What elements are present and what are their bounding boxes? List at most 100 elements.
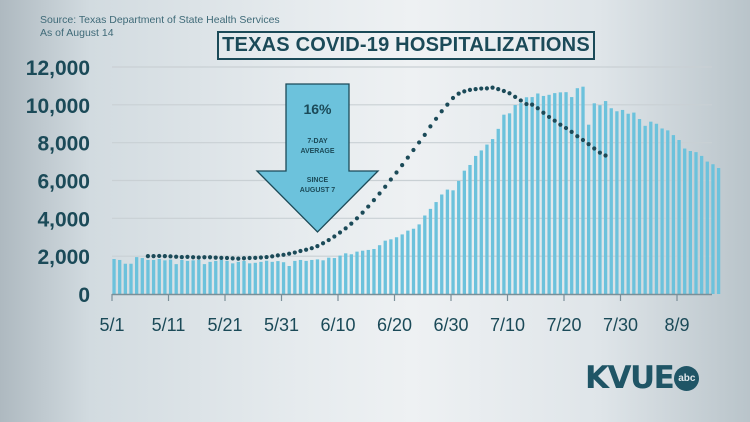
average-dot bbox=[433, 116, 439, 121]
bar bbox=[536, 93, 540, 294]
average-dot bbox=[400, 163, 405, 168]
bar bbox=[417, 224, 421, 294]
y-tick-label: 6,000 bbox=[37, 171, 90, 194]
average-dot bbox=[603, 153, 608, 158]
bar bbox=[479, 150, 483, 294]
average-dot bbox=[530, 102, 535, 107]
y-tick-label: 12,000 bbox=[26, 57, 90, 80]
average-dot bbox=[377, 191, 382, 196]
callout-arrow: 16% 7-DAY AVERAGE SINCE AUGUST 7 bbox=[255, 83, 380, 233]
bar bbox=[248, 263, 252, 294]
bar bbox=[632, 112, 636, 294]
bar bbox=[530, 97, 534, 294]
y-tick-label: 2,000 bbox=[37, 246, 90, 269]
average-dot bbox=[320, 241, 326, 246]
bar bbox=[587, 124, 591, 294]
bar bbox=[411, 228, 416, 294]
bar bbox=[637, 119, 642, 294]
average-dot bbox=[360, 210, 365, 215]
bar bbox=[575, 88, 579, 294]
average-dot bbox=[541, 110, 546, 115]
average-dot bbox=[326, 237, 331, 243]
bar bbox=[219, 259, 224, 294]
bar bbox=[236, 261, 240, 294]
average-dot bbox=[501, 88, 506, 94]
x-tick-label: 7/20 bbox=[546, 315, 581, 335]
bar bbox=[151, 259, 156, 294]
average-dot bbox=[580, 137, 586, 143]
bar bbox=[592, 103, 596, 294]
bar bbox=[394, 237, 399, 294]
bar bbox=[129, 263, 133, 294]
average-dot bbox=[428, 124, 433, 129]
bar bbox=[168, 259, 173, 294]
bar bbox=[332, 258, 337, 294]
callout-line2: AVERAGE bbox=[300, 148, 334, 155]
bar bbox=[671, 135, 676, 294]
callout-line3: SINCE bbox=[307, 177, 329, 184]
bar bbox=[428, 208, 433, 294]
average-dot bbox=[490, 85, 495, 90]
average-dot bbox=[552, 118, 557, 123]
average-dot bbox=[236, 256, 241, 261]
bar bbox=[626, 113, 630, 294]
source-line: Source: Texas Department of State Health… bbox=[40, 14, 280, 26]
bar bbox=[564, 92, 568, 294]
bars bbox=[112, 86, 721, 295]
average-dot bbox=[185, 254, 190, 259]
average-dot bbox=[224, 255, 230, 261]
bar bbox=[315, 259, 320, 294]
bar bbox=[524, 97, 529, 295]
average-dot bbox=[592, 146, 597, 151]
average-dot bbox=[371, 198, 376, 203]
bar bbox=[507, 113, 512, 295]
average-dot bbox=[546, 114, 552, 120]
bar bbox=[253, 262, 257, 294]
kvue-logo: KVUE abc bbox=[585, 360, 700, 396]
bar bbox=[519, 103, 523, 295]
y-tick-label: 0 bbox=[78, 284, 90, 307]
bar bbox=[490, 139, 495, 294]
average-dot bbox=[417, 140, 422, 145]
bar bbox=[434, 202, 438, 294]
bar bbox=[361, 250, 365, 294]
average-dot bbox=[575, 134, 580, 139]
x-tick-label: 6/20 bbox=[377, 315, 412, 335]
bar bbox=[474, 155, 478, 294]
x-tick-label: 5/11 bbox=[152, 315, 186, 335]
bar bbox=[502, 114, 506, 294]
bar bbox=[197, 259, 201, 294]
average-dot bbox=[456, 91, 461, 96]
chart-title: TEXAS COVID-19 HOSPITALIZATIONS bbox=[217, 31, 595, 60]
bar bbox=[694, 152, 698, 294]
bar bbox=[468, 164, 472, 294]
x-tick-label: 8/9 bbox=[664, 315, 689, 335]
average-dot bbox=[292, 250, 297, 255]
bar bbox=[304, 260, 308, 294]
average-dot bbox=[462, 89, 467, 94]
bar bbox=[570, 97, 574, 294]
average-dot bbox=[213, 255, 218, 260]
bar bbox=[547, 94, 551, 295]
bar bbox=[298, 259, 303, 294]
bar bbox=[558, 92, 563, 295]
x-tick-label: 6/30 bbox=[433, 315, 468, 335]
bar bbox=[135, 257, 139, 294]
bar bbox=[383, 240, 387, 294]
bar bbox=[705, 161, 709, 294]
callout-percent: 16% bbox=[303, 101, 332, 117]
bar bbox=[202, 264, 207, 294]
bar bbox=[276, 261, 280, 294]
average-dot bbox=[241, 256, 247, 261]
bar bbox=[553, 93, 557, 294]
bar bbox=[666, 130, 670, 294]
average-dot bbox=[569, 129, 574, 134]
abc-badge: abc bbox=[674, 365, 700, 391]
x-tick-label: 5/1 bbox=[99, 315, 124, 335]
bar bbox=[118, 259, 122, 294]
down-arrow-icon bbox=[255, 83, 380, 233]
bar bbox=[598, 105, 602, 294]
average-dot bbox=[349, 221, 354, 226]
average-dot bbox=[343, 226, 348, 231]
as-of-date: As of August 14 bbox=[40, 27, 114, 39]
